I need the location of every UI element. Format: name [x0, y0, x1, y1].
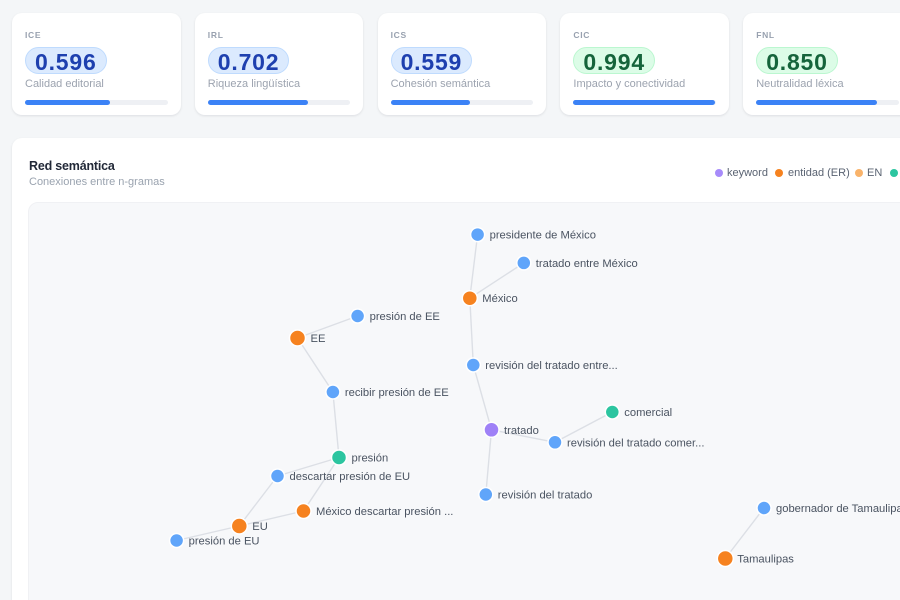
svg-text:recibir presión de EE: recibir presión de EE [345, 387, 449, 399]
svg-text:revisión del tratado: revisión del tratado [498, 490, 593, 502]
svg-text:tratado: tratado [504, 425, 539, 437]
svg-text:comercial: comercial [624, 407, 672, 419]
svg-text:México: México [482, 293, 517, 305]
svg-text:revisión del tratado entre...: revisión del tratado entre... [485, 360, 617, 372]
svg-text:gobernador de Tamaulipas: gobernador de Tamaulipas [776, 503, 900, 515]
svg-text:México descartar presión ...: México descartar presión ... [316, 506, 453, 518]
svg-text:presión de EE: presión de EE [370, 311, 440, 323]
svg-text:presidente de México: presidente de México [490, 230, 596, 242]
svg-text:EE: EE [311, 333, 326, 345]
svg-text:Tamaulipas: Tamaulipas [737, 554, 794, 566]
svg-text:EU: EU [252, 521, 268, 533]
svg-text:descartar presión de EU: descartar presión de EU [290, 471, 411, 483]
svg-text:revisión del tratado comer...: revisión del tratado comer... [567, 437, 704, 449]
svg-text:tratado entre México: tratado entre México [536, 258, 638, 270]
svg-text:presión: presión [352, 453, 389, 465]
svg-text:presión de EU: presión de EU [189, 536, 260, 548]
